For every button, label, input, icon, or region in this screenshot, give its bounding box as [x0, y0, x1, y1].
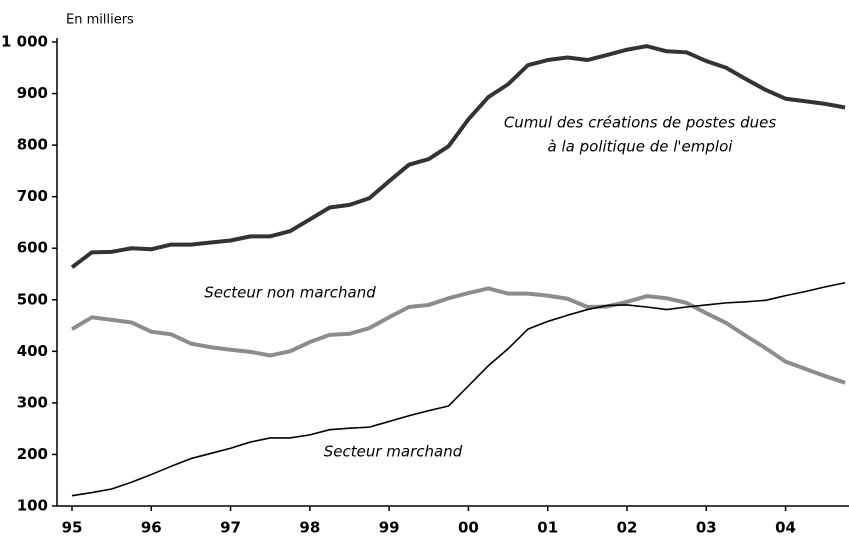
x-tick-label: 96 [141, 519, 162, 537]
y-tick-label: 200 [17, 445, 48, 463]
y-tick-label: 300 [17, 393, 48, 411]
x-tick-label: 04 [775, 519, 796, 537]
x-tick-label: 01 [537, 519, 558, 537]
y-tick-label: 700 [17, 187, 48, 205]
y-axis-label: En milliers [66, 13, 134, 28]
series-line [70, 286, 846, 385]
x-tick-label: 03 [696, 519, 717, 537]
x-tick-label: 97 [220, 519, 241, 537]
y-tick-label: 900 [17, 84, 48, 102]
y-tick-label: 600 [17, 239, 48, 257]
y-tick-label: 800 [17, 136, 48, 154]
y-tick-label: 400 [17, 342, 48, 360]
annotation: Cumul des créations de postes dues [504, 114, 776, 132]
y-tick-label: 500 [17, 290, 48, 308]
series-line [71, 281, 846, 497]
x-tick-label: 98 [299, 519, 320, 537]
x-tick-label: 95 [62, 519, 83, 537]
x-tick-label: 99 [379, 519, 400, 537]
y-tick-label: 1 000 [1, 33, 48, 51]
annotation: Secteur non marchand [204, 284, 376, 302]
y-tick-label: 100 [17, 497, 48, 515]
x-tick-label: 02 [617, 519, 638, 537]
annotation: Secteur marchand [324, 443, 463, 461]
annotation: à la politique de l'emploi [548, 138, 734, 156]
x-tick-label: 00 [458, 519, 479, 537]
series-line [70, 44, 846, 269]
